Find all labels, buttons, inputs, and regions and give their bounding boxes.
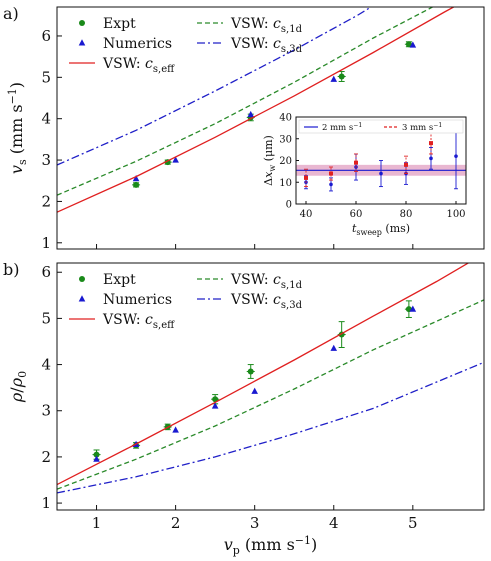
x-tick-label: 2 bbox=[171, 514, 181, 532]
plot-frame bbox=[56, 6, 485, 250]
inset-point bbox=[429, 156, 433, 161]
series-line bbox=[57, 7, 373, 166]
series-line bbox=[57, 7, 456, 213]
data-point bbox=[338, 73, 345, 80]
data-point bbox=[330, 75, 338, 82]
series-line bbox=[57, 299, 484, 490]
y-tick-label: 2 bbox=[41, 192, 51, 210]
legend-entry: Numerics bbox=[103, 36, 172, 52]
inset-x-tick-label: 80 bbox=[400, 209, 413, 220]
inset-x-tick-label: 40 bbox=[300, 209, 313, 220]
data-point bbox=[405, 41, 412, 48]
data-point bbox=[172, 156, 179, 163]
panel-a: 1 2 3 4 5 6 vs (mm s−1) a) Expt Numerics VSW: cs,e… bbox=[3, 4, 485, 252]
inset-x-tick-label: 60 bbox=[350, 209, 363, 220]
series-line bbox=[57, 263, 470, 486]
y-tick-label: 3 bbox=[41, 151, 51, 169]
inset-y-tick-label: 20 bbox=[279, 156, 292, 167]
y-tick-label: 5 bbox=[41, 68, 51, 86]
series-line bbox=[57, 361, 484, 494]
legend-entry: VSW: cs,eff bbox=[102, 312, 175, 331]
inset-y-tick-label: 40 bbox=[279, 113, 292, 124]
legend-entry: VSW: cs,eff bbox=[102, 56, 175, 75]
data-point bbox=[132, 174, 140, 182]
inset-point bbox=[379, 171, 383, 176]
inset-x-axis-label: tsweep (ms) bbox=[352, 222, 410, 237]
data-point bbox=[409, 41, 417, 48]
plot-area bbox=[57, 7, 456, 213]
y-tick-label: 1 bbox=[41, 494, 51, 512]
inset-x-tick-label: 100 bbox=[446, 209, 465, 220]
inset-y-tick-label: 10 bbox=[279, 178, 292, 189]
y-tick-label: 3 bbox=[41, 402, 51, 420]
x-axis-label: vp (mm s−1) bbox=[224, 534, 318, 557]
inset-frame bbox=[295, 116, 467, 205]
y-axis-label: vs (mm s−1) bbox=[6, 82, 29, 174]
inset-point bbox=[454, 154, 458, 158]
data-point bbox=[251, 387, 258, 394]
inset-y-tick-label: 30 bbox=[279, 134, 292, 145]
series-line bbox=[57, 7, 434, 196]
inset-legend-entry: 2 mm s−1 bbox=[322, 122, 362, 133]
legend-marker bbox=[78, 295, 86, 302]
legend-entry: VSW: cs,3d bbox=[230, 292, 303, 311]
inset-point bbox=[404, 162, 408, 167]
y-tick-label: 5 bbox=[41, 309, 51, 327]
data-point bbox=[93, 455, 100, 462]
y-tick-label: 4 bbox=[41, 356, 51, 374]
panel-label: b) bbox=[3, 260, 19, 279]
inset-legend: 2 mm s−1 3 mm s−1 bbox=[298, 119, 464, 134]
inset-point bbox=[329, 171, 333, 176]
x-tick-label: 3 bbox=[250, 514, 260, 532]
y-tick-label: 2 bbox=[41, 448, 51, 466]
y-axis-label: ρ/ρ0 bbox=[7, 371, 29, 403]
x-tick-label: 5 bbox=[408, 514, 418, 532]
y-tick-label: 6 bbox=[41, 263, 51, 281]
legend-entry: Expt bbox=[103, 272, 136, 288]
inset-point bbox=[429, 141, 433, 146]
x-tick-label: 4 bbox=[329, 514, 339, 532]
inset-legend-box bbox=[298, 119, 464, 134]
inset-point bbox=[329, 182, 333, 187]
legend-marker bbox=[79, 276, 85, 282]
y-tick-label: 1 bbox=[41, 234, 51, 252]
data-point bbox=[93, 451, 100, 458]
legend-entry: Numerics bbox=[103, 292, 172, 308]
inset-point bbox=[354, 160, 358, 165]
inset-y-axis-label: Δxw (μm) bbox=[262, 135, 277, 186]
data-point bbox=[247, 110, 255, 118]
legend-marker bbox=[79, 20, 85, 26]
legend-entry: VSW: cs,1d bbox=[230, 272, 303, 291]
inset: 0 10 20 30 40 40 60 80 100 2 mm s−1 3 mm s−1 Δxw (μ… bbox=[262, 113, 467, 237]
inset-y-tick-label: 0 bbox=[286, 200, 292, 211]
legend-entry: Expt bbox=[103, 16, 136, 32]
y-tick-label: 6 bbox=[41, 27, 51, 45]
y-tick-label: 4 bbox=[41, 110, 51, 128]
legend-entry: VSW: cs,1d bbox=[230, 16, 303, 35]
inset-legend-entry: 3 mm s−1 bbox=[402, 122, 442, 133]
plot-frame bbox=[56, 262, 485, 511]
data-point bbox=[409, 305, 417, 312]
data-point bbox=[247, 368, 254, 375]
data-point bbox=[172, 426, 179, 433]
inset-point bbox=[304, 175, 308, 180]
panel-b: 1 2 3 4 5 6 1 2 3 4 5 ρ/ρ0 vp (mm s−1) b) Expt Numerics… bbox=[3, 260, 485, 557]
legend-entry: VSW: cs,3d bbox=[230, 36, 303, 55]
data-point bbox=[212, 396, 219, 403]
plot-area bbox=[57, 263, 484, 494]
x-tick-label: 1 bbox=[92, 514, 102, 532]
panel-label: a) bbox=[3, 4, 19, 23]
data-point bbox=[211, 402, 219, 409]
legend-marker bbox=[78, 39, 86, 46]
data-point bbox=[133, 181, 140, 188]
data-point bbox=[330, 344, 338, 351]
